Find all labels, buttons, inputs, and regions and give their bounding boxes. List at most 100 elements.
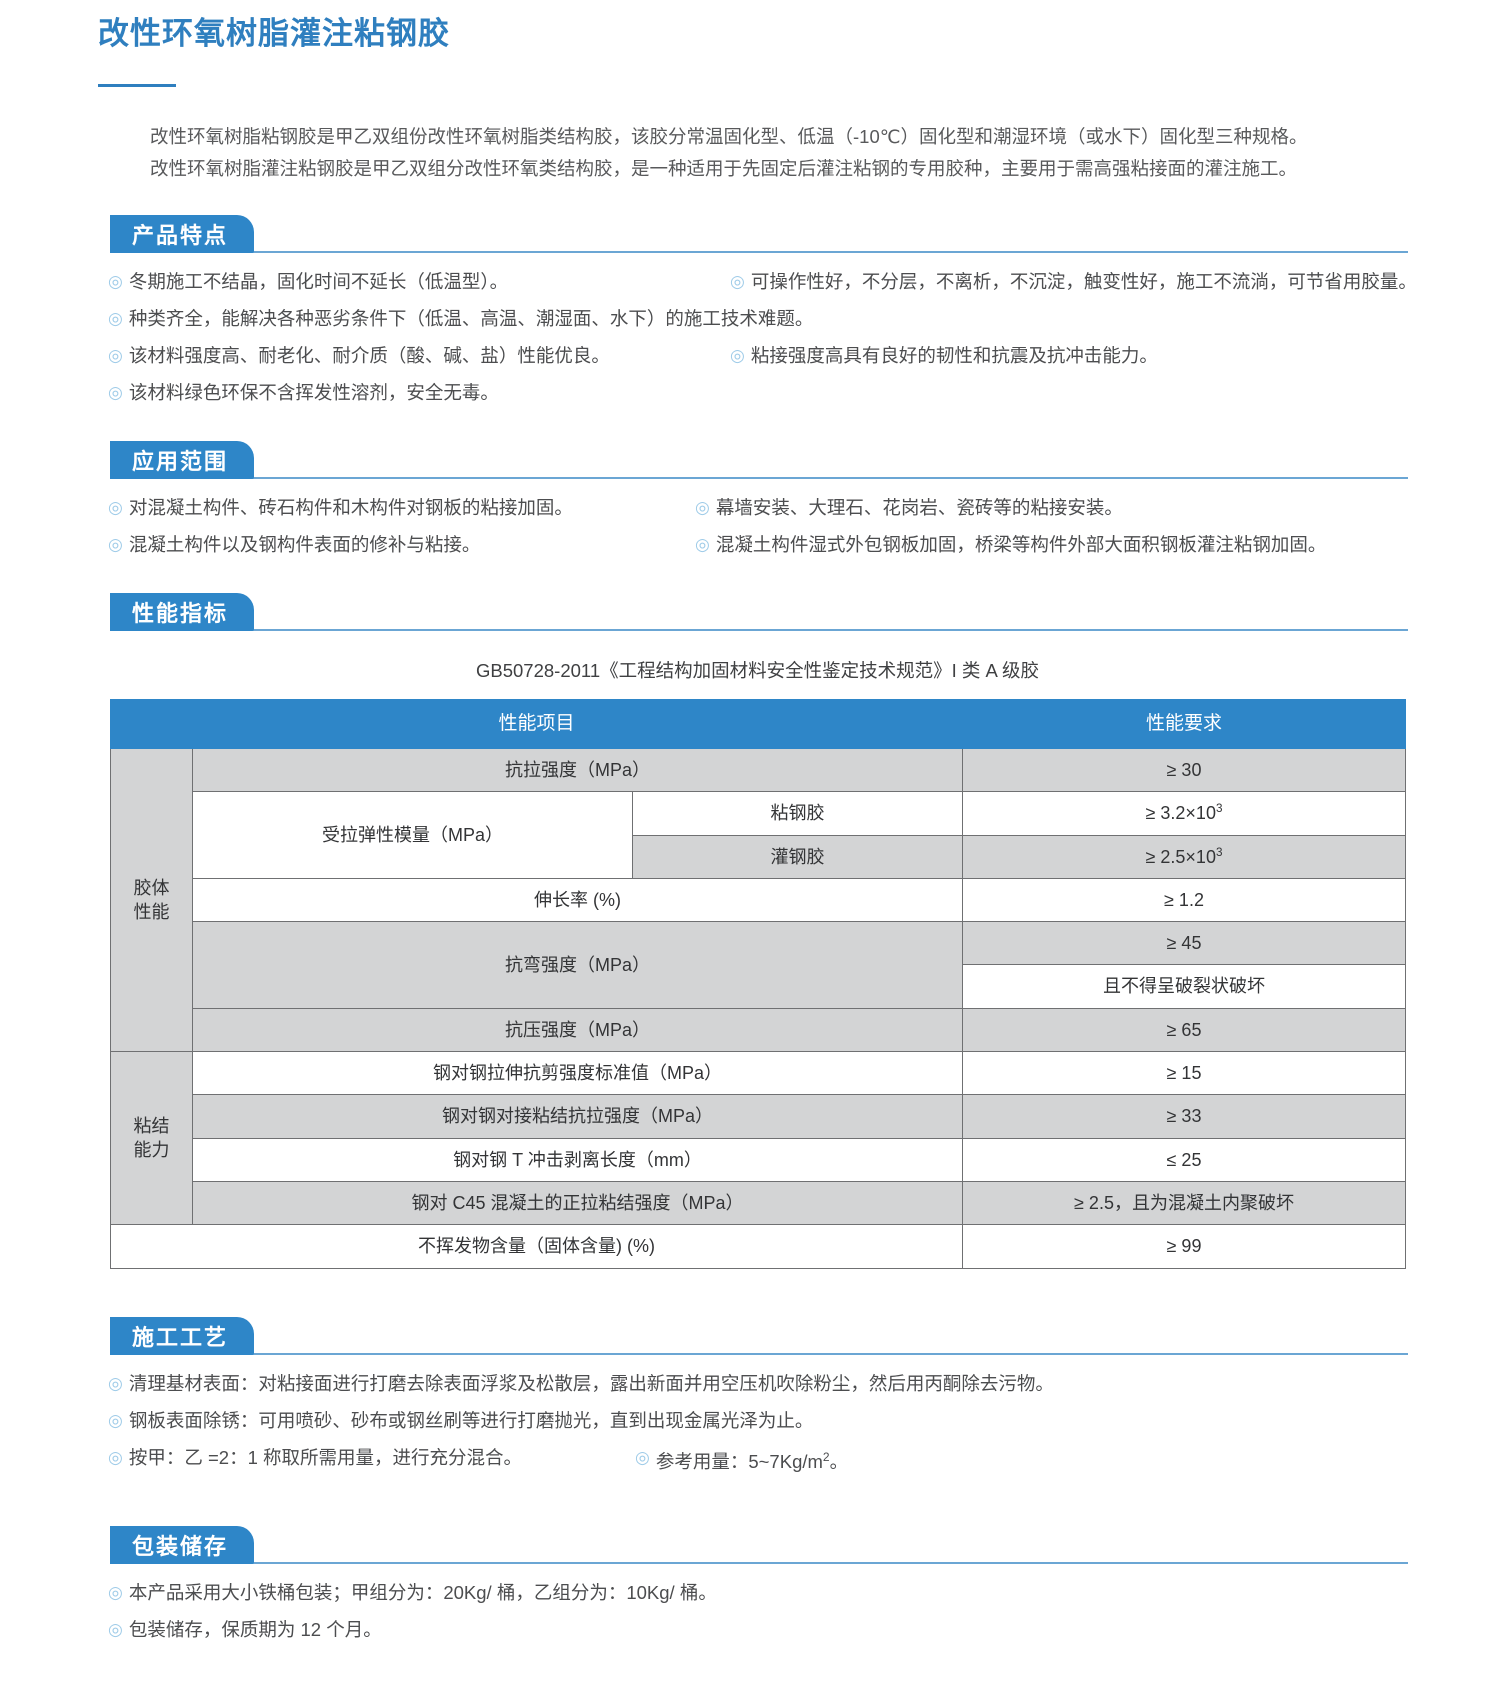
row-item: 抗压强度（MPa）	[192, 1007, 963, 1053]
section-banner: 包装储存	[110, 1525, 255, 1564]
row-value-exponent: 3	[1215, 802, 1223, 816]
section-features: 产品特点 ◎ 冬期施工不结晶，固化时间不延长（低温型）。 ◎ 可操作性好，不分层…	[0, 215, 1503, 411]
section-banner: 施工工艺	[110, 1316, 255, 1355]
section-banner: 产品特点	[110, 215, 255, 254]
bullet-circle-icon: ◎	[695, 498, 710, 518]
bullet-circle-icon: ◎	[108, 1582, 123, 1602]
row-category-adhesive-body: 胶体 性能	[110, 747, 193, 1053]
row-item: 钢对钢 T 冲击剥离长度（mm）	[192, 1137, 963, 1182]
application-text: 对混凝土构件、砖石构件和木构件对钢板的粘接加固。	[128, 497, 573, 519]
row-item: 抗拉强度（MPa）	[192, 747, 963, 793]
section-header-features: 产品特点	[110, 215, 1408, 254]
category-line-2: 能力	[133, 1140, 170, 1161]
list-item: ◎ 包装储存，保质期为 12 个月。	[108, 1611, 1408, 1648]
title-underline	[98, 84, 176, 88]
bullet-circle-icon: ◎	[108, 535, 123, 555]
list-item: ◎ 钢板表面除锈：可用喷砂、砂布或钢丝刷等进行打磨抛光，直到出现金属光泽为止。	[108, 1402, 1408, 1439]
bullet-circle-icon: ◎	[108, 383, 123, 403]
category-line-1: 粘结	[133, 1115, 170, 1136]
list-item: ◎ 清理基材表面：对粘接面进行打磨去除表面浮浆及松散层，露出新面并用空压机吹除粉…	[108, 1365, 1408, 1402]
list-item: ◎ 种类齐全，能解决各种恶劣条件下（低温、高温、潮湿面、水下）的施工技术难题。	[108, 300, 1408, 337]
row-value: ≥ 1.2	[962, 877, 1406, 923]
table-row: 不挥发物含量（固体含量) (%) ≥ 99	[110, 1224, 1406, 1269]
section-header-performance: 性能指标	[110, 593, 1408, 632]
section-rule	[110, 1561, 1408, 1564]
intro-paragraphs: 改性环氧树脂粘钢胶是甲乙双组份改性环氧树脂类结构胶，该胶分常温固化型、低温（-1…	[0, 121, 1503, 185]
section-rule	[110, 251, 1408, 254]
bullet-circle-icon: ◎	[108, 346, 123, 366]
section-title-process: 施工工艺	[132, 1324, 229, 1350]
section-title-packaging: 包装储存	[132, 1533, 229, 1559]
table-row: 灌钢胶 ≥ 2.5×103	[111, 834, 1406, 879]
process-step-2: ◎ 钢板表面除锈：可用喷砂、砂布或钢丝刷等进行打磨抛光，直到出现金属光泽为止。	[108, 1402, 813, 1439]
feature-left-4: ◎ 该材料绿色环保不含挥发性溶剂，安全无毒。	[108, 374, 499, 411]
feature-text: 该材料绿色环保不含挥发性溶剂，安全无毒。	[128, 382, 499, 404]
dosage-value: 参考用量：5~7Kg/m	[655, 1450, 823, 1472]
packaging-text: 包装储存，保质期为 12 个月。	[128, 1618, 382, 1640]
row-value: ≥ 33	[962, 1094, 1406, 1139]
row-category-bond-capacity: 粘结 能力	[110, 1051, 193, 1226]
bullet-circle-icon: ◎	[108, 498, 123, 518]
bullet-circle-icon: ◎	[108, 1373, 123, 1393]
category-line-2: 性能	[133, 901, 170, 922]
row-item: 抗弯强度（MPa）	[192, 921, 963, 1009]
row-subitem: 灌钢胶	[632, 834, 963, 879]
process-text: 按甲：乙 =2：1 称取所需用量，进行充分混合。	[128, 1446, 523, 1468]
bottom-spacer	[0, 1648, 1503, 1688]
process-dosage: ◎ 参考用量：5~7Kg/m2。	[635, 1439, 848, 1480]
row-value: 且不得呈破裂状破坏	[962, 964, 1406, 1009]
list-item: ◎ 该材料强度高、耐老化、耐介质（酸、碱、盐）性能优良。 ◎ 粘接强度高具有良好…	[108, 337, 1408, 374]
row-value-exponent: 3	[1215, 845, 1223, 859]
feature-text: 种类齐全，能解决各种恶劣条件下（低温、高温、潮湿面、水下）的施工技术难题。	[128, 308, 814, 330]
row-item: 不挥发物含量（固体含量) (%)	[110, 1224, 963, 1269]
table-header-row: 性能项目 性能要求	[110, 699, 1406, 749]
row-item: 伸长率 (%)	[192, 877, 963, 923]
section-process: 施工工艺 ◎ 清理基材表面：对粘接面进行打磨去除表面浮浆及松散层，露出新面并用空…	[0, 1316, 1503, 1480]
page-title: 改性环氧树脂灌注粘钢胶	[98, 16, 450, 51]
category-line-1: 胶体	[133, 877, 170, 898]
row-value: ≤ 25	[962, 1137, 1406, 1182]
row-value: ≥ 15	[962, 1051, 1406, 1096]
process-step-3: ◎ 按甲：乙 =2：1 称取所需用量，进行充分混合。	[108, 1439, 635, 1476]
table-row: 受拉弹性模量（MPa） 粘钢胶 ≥ 3.2×103	[111, 791, 1406, 879]
table-row: 钢对钢对接粘结抗拉强度（MPa） ≥ 33	[111, 1094, 1406, 1139]
application-right-1: ◎ 幕墙安装、大理石、花岗岩、瓷砖等的粘接安装。	[695, 489, 1123, 526]
row-value: ≥ 99	[962, 1224, 1406, 1269]
application-text: 混凝土构件以及钢构件表面的修补与粘接。	[128, 534, 481, 556]
row-value: ≥ 2.5，且为混凝土内聚破坏	[962, 1180, 1406, 1226]
intro-line-2: 改性环氧树脂灌注粘钢胶是甲乙双组分改性环氧类结构胶，是一种适用于先固定后灌注粘钢…	[150, 158, 1298, 180]
process-text: 钢板表面除锈：可用喷砂、砂布或钢丝刷等进行打磨抛光，直到出现金属光泽为止。	[128, 1409, 814, 1431]
feature-text: 粘接强度高具有良好的韧性和抗震及抗冲击能力。	[750, 345, 1158, 367]
row-value: ≥ 30	[962, 747, 1406, 793]
feature-left-1: ◎ 冬期施工不结晶，固化时间不延长（低温型）。	[108, 263, 730, 300]
application-left-1: ◎ 对混凝土构件、砖石构件和木构件对钢板的粘接加固。	[108, 489, 695, 526]
feature-left-3: ◎ 该材料强度高、耐老化、耐介质（酸、碱、盐）性能优良。	[108, 337, 730, 374]
bullet-circle-icon: ◎	[695, 535, 710, 555]
row-value: ≥ 2.5×103	[962, 834, 1406, 879]
bullet-circle-icon: ◎	[730, 272, 745, 292]
row-value: ≥ 65	[962, 1007, 1406, 1053]
intro-line-1: 改性环氧树脂粘钢胶是甲乙双组份改性环氧树脂类结构胶，该胶分常温固化型、低温（-1…	[150, 126, 1308, 148]
table-caption: GB50728-2011《工程结构加固材料安全性鉴定技术规范》I 类 A 级胶	[476, 660, 1039, 682]
section-header-application: 应用范围	[110, 441, 1408, 480]
packaging-item-2: ◎ 包装储存，保质期为 12 个月。	[108, 1611, 382, 1648]
bullet-circle-icon: ◎	[635, 1447, 650, 1467]
section-banner: 应用范围	[110, 441, 255, 480]
table-row: 抗压强度（MPa） ≥ 65	[111, 1007, 1406, 1053]
packaging-list: ◎ 本产品采用大小铁桶包装；甲组分为：20Kg/ 桶，乙组分为：10Kg/ 桶。…	[0, 1564, 1503, 1648]
bullet-circle-icon: ◎	[108, 1619, 123, 1639]
table-row: 钢对 C45 混凝土的正拉粘结强度（MPa） ≥ 2.5，且为混凝土内聚破坏	[111, 1180, 1406, 1226]
section-packaging: 包装储存 ◎ 本产品采用大小铁桶包装；甲组分为：20Kg/ 桶，乙组分为：10K…	[0, 1525, 1503, 1648]
table-row: 抗弯强度（MPa） ≥ 45	[111, 921, 1406, 1009]
application-left-2: ◎ 混凝土构件以及钢构件表面的修补与粘接。	[108, 526, 695, 563]
bullet-circle-icon: ◎	[108, 272, 123, 292]
section-header-packaging: 包装储存	[110, 1525, 1408, 1564]
row-item: 受拉弹性模量（MPa）	[192, 791, 633, 879]
list-item: ◎ 按甲：乙 =2：1 称取所需用量，进行充分混合。 ◎ 参考用量：5~7Kg/…	[108, 1439, 1408, 1480]
section-header-process: 施工工艺	[110, 1316, 1408, 1355]
process-text: 清理基材表面：对粘接面进行打磨去除表面浮浆及松散层，露出新面并用空压机吹除粉尘，…	[128, 1372, 1054, 1394]
row-subitem: 粘钢胶	[632, 791, 963, 836]
feature-right-3: ◎ 粘接强度高具有良好的韧性和抗震及抗冲击能力。	[730, 337, 1158, 374]
feature-text: 冬期施工不结晶，固化时间不延长（低温型）。	[128, 271, 509, 293]
